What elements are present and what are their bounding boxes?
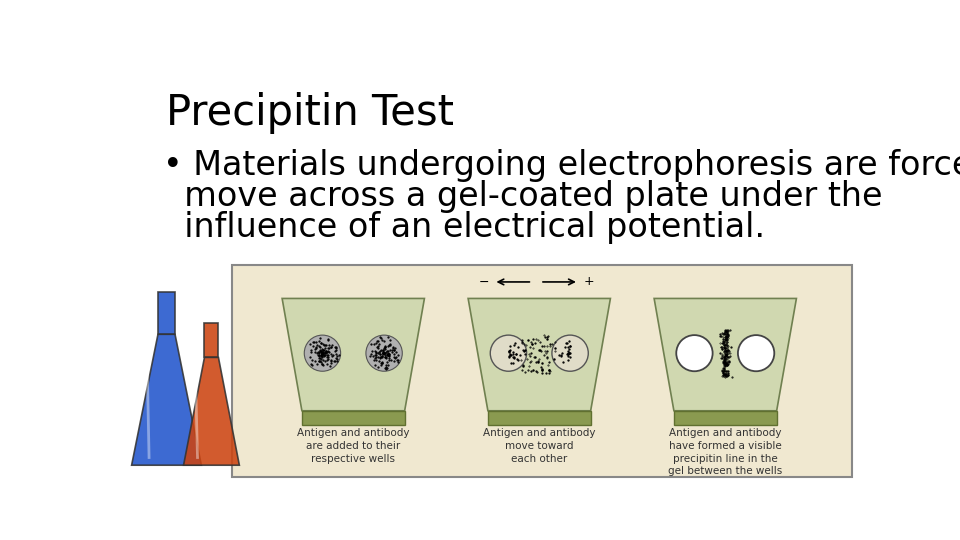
Polygon shape [132, 334, 202, 465]
Polygon shape [468, 299, 611, 411]
Text: −: − [478, 275, 489, 288]
Polygon shape [488, 411, 590, 425]
Polygon shape [282, 299, 424, 411]
Text: Precipitin Test: Precipitin Test [166, 92, 454, 134]
Circle shape [304, 335, 341, 371]
Text: Antigen and antibody
are added to their
respective wells: Antigen and antibody are added to their … [297, 428, 410, 464]
Text: • Materials undergoing electrophoresis are forced to: • Materials undergoing electrophoresis a… [162, 150, 960, 183]
Polygon shape [204, 323, 219, 357]
Text: influence of an electrical potential.: influence of an electrical potential. [162, 211, 765, 244]
Circle shape [676, 335, 712, 371]
Circle shape [366, 335, 402, 371]
Text: Antigen and antibody
move toward
each other: Antigen and antibody move toward each ot… [483, 428, 595, 464]
Polygon shape [158, 292, 175, 334]
Circle shape [491, 335, 527, 371]
Polygon shape [654, 299, 797, 411]
Text: Antigen and antibody
have formed a visible
precipitin line in the
gel between th: Antigen and antibody have formed a visib… [668, 428, 782, 476]
Polygon shape [183, 357, 239, 465]
Polygon shape [674, 411, 777, 425]
Bar [232, 265, 852, 477]
Polygon shape [301, 411, 405, 425]
Text: +: + [584, 275, 594, 288]
Circle shape [552, 335, 588, 371]
Text: move across a gel-coated plate under the: move across a gel-coated plate under the [162, 180, 882, 213]
Circle shape [738, 335, 775, 371]
